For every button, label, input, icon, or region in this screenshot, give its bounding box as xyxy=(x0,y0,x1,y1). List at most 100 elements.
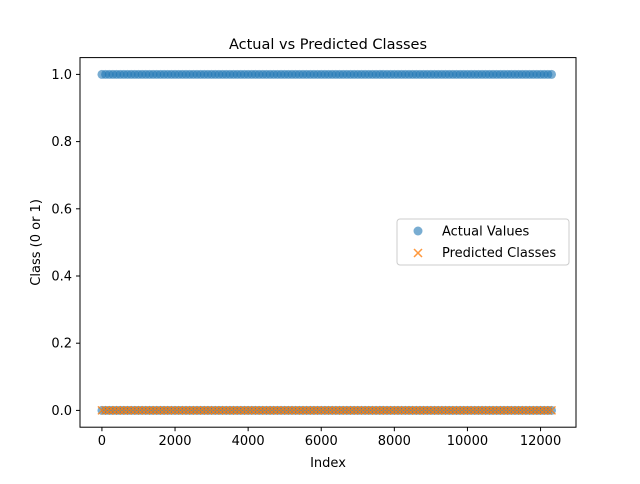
data-point xyxy=(484,405,494,415)
data-point xyxy=(239,405,250,415)
data-point xyxy=(422,405,432,415)
data-point xyxy=(404,405,414,415)
data-point xyxy=(199,405,209,415)
data-point xyxy=(353,405,363,415)
x-tick-label: 12000 xyxy=(520,434,561,449)
data-point xyxy=(269,405,279,415)
data-point xyxy=(221,405,231,415)
data-point xyxy=(283,405,293,415)
data-point xyxy=(174,405,184,415)
data-point xyxy=(503,405,513,415)
data-point xyxy=(470,405,480,415)
data-point xyxy=(247,405,257,415)
data-point xyxy=(218,405,228,415)
data-point xyxy=(177,405,187,415)
data-point xyxy=(254,405,264,415)
data-point xyxy=(419,405,429,415)
data-point xyxy=(305,405,315,415)
data-point xyxy=(360,405,370,415)
data-point xyxy=(426,405,436,415)
data-point xyxy=(119,405,129,415)
data-point xyxy=(294,405,304,415)
data-point xyxy=(133,405,144,415)
data-point xyxy=(334,405,345,415)
data-point xyxy=(280,405,290,415)
data-point xyxy=(313,405,323,415)
data-point xyxy=(451,405,462,415)
data-point xyxy=(196,405,206,415)
data-point xyxy=(181,405,191,415)
data-point xyxy=(148,405,158,415)
x-tick-label: 4000 xyxy=(232,434,265,449)
data-point xyxy=(448,405,458,415)
data-point xyxy=(517,405,527,415)
y-axis-label: Class (0 or 1) xyxy=(29,199,44,286)
data-point xyxy=(356,405,366,415)
data-point xyxy=(338,405,348,415)
x-tick-label: 0 xyxy=(98,434,106,449)
data-point xyxy=(433,405,443,415)
data-point xyxy=(536,405,546,415)
data-point xyxy=(382,405,392,415)
legend-label-actual: Actual Values xyxy=(442,225,530,240)
data-point xyxy=(408,405,418,415)
data-point xyxy=(276,405,286,415)
data-point xyxy=(309,405,319,415)
data-point xyxy=(371,405,381,415)
data-point xyxy=(265,405,275,415)
y-tick-label: 1.0 xyxy=(51,68,72,83)
data-point xyxy=(192,405,202,415)
data-point xyxy=(316,405,326,415)
data-point xyxy=(499,405,509,415)
data-point xyxy=(510,405,520,415)
data-point xyxy=(130,405,140,415)
data-point xyxy=(547,69,557,79)
data-point xyxy=(437,405,447,415)
data-point xyxy=(112,405,122,415)
data-point xyxy=(462,405,472,415)
data-point xyxy=(393,405,403,415)
chart-title: Actual vs Predicted Classes xyxy=(229,37,427,53)
data-point xyxy=(375,405,385,415)
data-point xyxy=(236,405,246,415)
data-point xyxy=(378,405,388,415)
data-point xyxy=(364,405,374,415)
data-point xyxy=(400,405,410,415)
data-point xyxy=(477,405,487,415)
data-point xyxy=(320,405,330,415)
data-point xyxy=(137,405,147,415)
y-tick-label: 0.6 xyxy=(51,202,72,217)
data-point xyxy=(473,405,483,415)
data-point xyxy=(170,405,180,415)
data-point xyxy=(141,405,151,415)
data-point xyxy=(397,405,407,415)
y-tick-label: 0.8 xyxy=(51,135,72,150)
data-point xyxy=(243,405,253,415)
legend-label-predicted: Predicted Classes xyxy=(442,246,556,261)
data-point xyxy=(506,405,516,415)
data-point xyxy=(495,405,505,415)
data-point xyxy=(543,405,553,415)
data-point xyxy=(163,405,173,415)
series-predicted-classes xyxy=(97,405,557,415)
data-point xyxy=(415,405,425,415)
data-point xyxy=(481,405,491,415)
data-point xyxy=(101,405,111,415)
data-point xyxy=(185,405,195,415)
data-point xyxy=(261,405,271,415)
data-point xyxy=(514,405,524,415)
data-point xyxy=(210,405,220,415)
data-point xyxy=(521,405,531,415)
data-point xyxy=(324,405,334,415)
data-point xyxy=(159,405,169,415)
data-point xyxy=(488,405,498,415)
data-point xyxy=(349,405,359,415)
data-point xyxy=(525,405,535,415)
data-point xyxy=(287,405,297,415)
data-point xyxy=(97,405,107,415)
legend-marker-predicted xyxy=(413,248,423,258)
data-point xyxy=(152,405,162,415)
data-point xyxy=(225,405,235,415)
